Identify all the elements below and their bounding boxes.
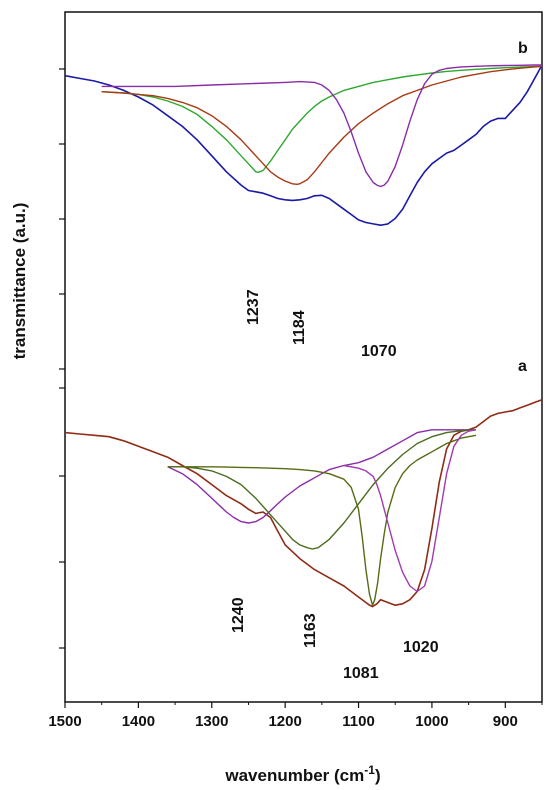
series-layer — [64, 64, 543, 608]
peak-label-1163: 1163 — [302, 613, 319, 648]
x-axis-title-superscript: -1 — [364, 763, 375, 777]
series-b-measured-0 — [64, 64, 543, 226]
panel-a — [64, 398, 543, 608]
x-tick-label-1400: 1400 — [122, 713, 155, 730]
series-a-fit-3 — [167, 434, 477, 606]
series-b-fit-3 — [101, 64, 542, 188]
peak-label-1237: 1237 — [245, 289, 262, 325]
x-tick-label-1000: 1000 — [415, 713, 448, 730]
panel-label-a: a — [518, 358, 527, 375]
x-axis-ticks: 1500 1400 1300 1200 1100 1000 900 — [48, 702, 543, 730]
peak-label-1070: 1070 — [361, 343, 397, 360]
panel-b — [64, 64, 543, 226]
series-b-fit-2 — [101, 65, 543, 186]
plot-frame — [64, 11, 543, 703]
x-tick-label-1300: 1300 — [195, 713, 228, 730]
y-axis-title: transmittance (a.u.) — [10, 203, 29, 360]
peak-label-1240: 1240 — [230, 597, 247, 633]
series-b-fit-1 — [101, 65, 543, 174]
series-a-fit-1 — [167, 429, 476, 524]
x-tick-label-1200: 1200 — [268, 713, 301, 730]
x-tick-label-1100: 1100 — [342, 713, 375, 730]
peak-label-1081: 1081 — [343, 665, 379, 682]
x-axis-title: wavenumber (cm-1) — [224, 763, 380, 785]
panel-label-b: b — [518, 40, 528, 57]
x-tick-label-1500: 1500 — [48, 713, 81, 730]
peak-label-1020: 1020 — [403, 639, 439, 656]
y-axis-ticks — [59, 68, 65, 649]
series-a-fit-2 — [167, 429, 477, 550]
peak-label-1184: 1184 — [291, 310, 308, 345]
series-a-measured-0 — [64, 398, 543, 608]
x-tick-label-900: 900 — [493, 713, 518, 730]
series-a-fit-4 — [343, 429, 477, 593]
